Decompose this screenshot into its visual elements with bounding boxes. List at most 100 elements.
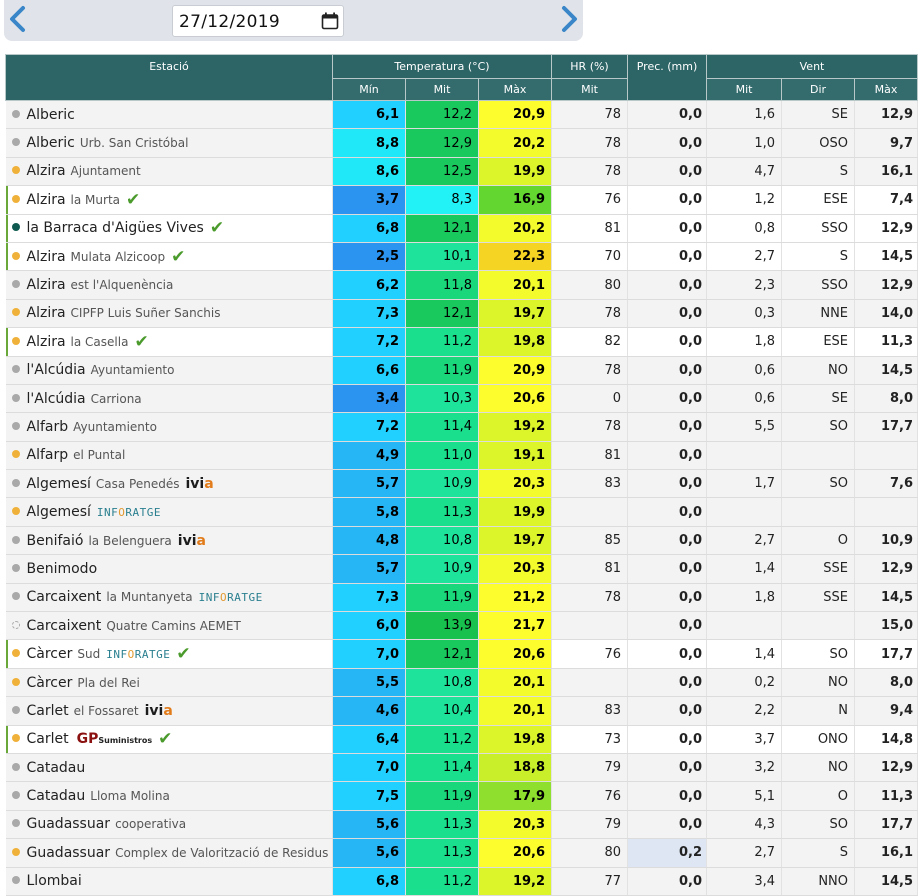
station-cell[interactable]: Alzira CIPFP Luis Suñer Sanchis: [5, 299, 333, 329]
station-cell[interactable]: Algemesí Casa Penedés ivia: [5, 469, 333, 499]
station-cell[interactable]: Benifaió la Belenguera ivia: [5, 526, 333, 556]
table-row[interactable]: Guadassuar Complex de Valorització de Res…: [5, 838, 919, 868]
station-cell[interactable]: Carcaixent Quatre Camins AEMET: [5, 611, 333, 641]
station-cell[interactable]: Alberic Urb. San Cristóbal: [5, 128, 333, 158]
table-row[interactable]: Alzira CIPFP Luis Suñer Sanchis 7,3 12,1 19,…: [5, 299, 919, 329]
table-row[interactable]: Càrcer Pla del Rei 5,5 10,8 20,1 0,0 0,2 NO 8,0: [5, 668, 919, 698]
table-row[interactable]: Carcaixent Quatre Camins AEMET 6,0 13,9 21,7…: [5, 611, 919, 641]
station-cell[interactable]: l'Alcúdia Carriona: [5, 384, 333, 414]
check-icon: ✔: [176, 644, 191, 665]
station-cell[interactable]: Càrcer Pla del Rei: [5, 668, 333, 698]
station-cell[interactable]: Guadassuar Complex de Valorització de Res…: [5, 838, 333, 868]
humidity-cell: 81: [551, 554, 629, 584]
table-row[interactable]: Algemesí INFORATGE 5,8 11,3 19,9 0,0: [5, 497, 919, 527]
wind-mit-cell: 2,7: [706, 838, 783, 868]
table-row[interactable]: Algemesí Casa Penedés ivia 5,7 10,9 20,3 83 0,0…: [5, 469, 919, 499]
station-cell[interactable]: Càrcer Sud INFORATGE ✔: [5, 639, 333, 669]
station-cell[interactable]: Alfarb Ayuntamiento: [5, 412, 333, 442]
station-cell[interactable]: Alfarp el Puntal: [5, 441, 333, 471]
temp-max-cell: 20,1: [478, 270, 553, 300]
header-precipitation[interactable]: Prec. (mm): [627, 54, 708, 101]
station-cell[interactable]: Alzira Ajuntament: [5, 157, 333, 187]
station-cell[interactable]: Guadassuar cooperativa: [5, 810, 333, 840]
temp-max-cell: 20,1: [478, 696, 553, 726]
station-cell[interactable]: Carcaixent la Muntanyeta INFORATGE: [5, 583, 333, 613]
table-row[interactable]: Llombai 6,8 11,2 19,2 77 0,0 3,4 NNO 14,5: [5, 867, 919, 896]
station-cell[interactable]: Catadau Lloma Molina: [5, 781, 333, 811]
temp-max-cell: 20,6: [478, 838, 553, 868]
header-temp-min[interactable]: Mín: [332, 78, 406, 101]
wind-max-cell: 14,5: [854, 242, 919, 272]
table-row[interactable]: l'Alcúdia Ayuntamiento 6,6 11,9 20,9 78 0,0 0,6…: [5, 356, 919, 385]
wind-mit-cell: [706, 441, 783, 471]
temp-max-cell: 19,9: [478, 157, 553, 187]
header-wind-mit[interactable]: Mit: [706, 78, 783, 101]
wind-max-cell: 14,0: [854, 299, 919, 329]
table-row[interactable]: Alzira est l'Alquenència 6,2 11,8 20,1 80 0,0 2…: [5, 270, 919, 300]
header-temp-max[interactable]: Màx: [477, 78, 553, 101]
date-value: 27/12/2019: [179, 12, 280, 32]
temp-max-cell: 19,7: [478, 299, 553, 329]
table-row[interactable]: l'Alcúdia Carriona 3,4 10,3 20,6 0 0,0 0,6 SE 8,0: [5, 384, 919, 414]
table-row[interactable]: Benimodo 5,7 10,9 20,3 81 0,0 1,4 SSE 12,9: [5, 554, 919, 584]
humidity-cell: 78: [551, 128, 629, 158]
station-name: Algemesí: [26, 475, 91, 492]
station-cell[interactable]: Alberic: [5, 100, 333, 130]
table-row[interactable]: Alfarb Ayuntamiento 7,2 11,4 19,2 78 0,0 5,5 SO 1…: [5, 412, 919, 442]
station-name: Guadassuar: [26, 844, 111, 861]
wind-max-cell: 16,1: [854, 838, 919, 868]
temp-mit-cell: 12,1: [405, 214, 479, 243]
station-cell[interactable]: Catadau: [5, 753, 333, 783]
precipitation-cell: 0,0: [627, 270, 708, 300]
header-temp-mit[interactable]: Mit: [405, 78, 479, 101]
table-row[interactable]: Carlet GPSuministros ✔ 6,4 11,2 19,8 73 0,0 3,7 O…: [5, 725, 919, 754]
station-cell[interactable]: Algemesí INFORATGE: [5, 497, 333, 527]
table-row[interactable]: Càrcer Sud INFORATGE ✔ 7,0 12,1 20,6 76 0,0 1,4 SO…: [5, 639, 919, 669]
table-row[interactable]: Catadau Lloma Molina 7,5 11,9 17,9 76 0,0 5,1 O 1…: [5, 781, 919, 811]
temp-mit-cell: 11,3: [405, 810, 479, 840]
station-cell[interactable]: Carlet GPSuministros ✔: [5, 725, 333, 754]
header-hr-mit[interactable]: Mit: [551, 78, 629, 101]
header-station[interactable]: Estació: [5, 54, 333, 101]
station-cell[interactable]: Benimodo: [5, 554, 333, 584]
table-row[interactable]: Alberic Urb. San Cristóbal 8,8 12,9 20,2 78 0,…: [5, 128, 919, 158]
table-row[interactable]: Carcaixent la Muntanyeta INFORATGE 7,3 11,9 2…: [5, 583, 919, 613]
header-wind-dir[interactable]: Dir: [781, 78, 856, 101]
table-row[interactable]: Alzira la Murta ✔ 3,7 8,3 16,9 76 0,0 1,2 ESE 7,4: [5, 185, 919, 215]
station-cell[interactable]: Alzira la Casella ✔: [5, 327, 333, 357]
station-cell[interactable]: Alzira est l'Alquenència: [5, 270, 333, 300]
status-dot-icon: [11, 393, 20, 402]
table-row[interactable]: Alfarp el Puntal 4,9 11,0 19,1 81 0,0: [5, 441, 919, 471]
station-location: Urb. San Cristóbal: [79, 136, 189, 151]
table-row[interactable]: Alzira Mulata Alzicoop ✔ 2,5 10,1 22,3 70 0,0 2,…: [5, 242, 919, 272]
table-row[interactable]: Benifaió la Belenguera ivia 4,8 10,8 19,7 85 0,…: [5, 526, 919, 556]
chevron-left-icon[interactable]: [6, 5, 30, 33]
table-row[interactable]: Carlet el Fossaret ivia 4,6 10,4 20,1 83 0,0 2,2…: [5, 696, 919, 726]
chevron-right-icon[interactable]: [557, 5, 581, 33]
status-dot-icon: [11, 507, 20, 516]
wind-dir-cell: N: [781, 696, 856, 726]
calendar-icon[interactable]: [321, 12, 339, 30]
precipitation-cell: 0,0: [627, 725, 708, 754]
station-cell[interactable]: Alzira Mulata Alzicoop ✔: [5, 242, 333, 272]
station-name: Alfarp: [26, 447, 69, 464]
precipitation-cell: 0,0: [627, 185, 708, 215]
temp-max-cell: 19,8: [478, 327, 553, 357]
station-cell[interactable]: Llombai: [5, 867, 333, 896]
table-row[interactable]: Alzira la Casella ✔ 7,2 11,2 19,8 82 0,0 1,8 ESE 1…: [5, 327, 919, 357]
header-wind-max[interactable]: Màx: [854, 78, 919, 101]
status-dot-icon: [11, 677, 20, 686]
table-row[interactable]: Catadau 7,0 11,4 18,8 79 0,0 3,2 NO 12,9: [5, 753, 919, 783]
wind-mit-cell: 1,4: [706, 639, 783, 669]
station-name: Alzira: [26, 248, 66, 265]
date-input[interactable]: 27/12/2019: [172, 5, 344, 37]
station-cell[interactable]: Alzira la Murta ✔: [5, 185, 333, 215]
station-cell[interactable]: la Barraca d'Aigües Vives ✔: [5, 214, 333, 243]
temp-mit-cell: 11,4: [405, 412, 479, 442]
table-row[interactable]: Alberic 6,1 12,2 20,9 78 0,0 1,6 SE 12,9: [5, 100, 919, 130]
station-cell[interactable]: l'Alcúdia Ayuntamiento: [5, 356, 333, 385]
table-row[interactable]: la Barraca d'Aigües Vives ✔ 6,8 12,1 20,2 81 0…: [5, 214, 919, 243]
table-row[interactable]: Guadassuar cooperativa 5,6 11,3 20,3 79 0,0 4,3…: [5, 810, 919, 840]
station-cell[interactable]: Carlet el Fossaret ivia: [5, 696, 333, 726]
table-row[interactable]: Alzira Ajuntament 8,6 12,5 19,9 78 0,0 4,7 S 16,1: [5, 157, 919, 187]
